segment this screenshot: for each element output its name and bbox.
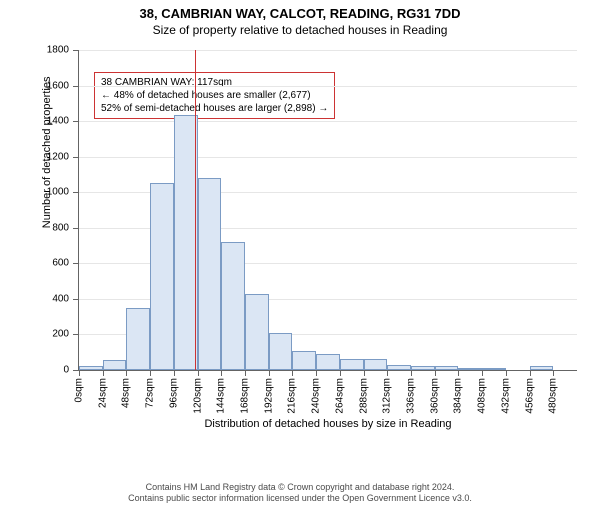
x-tick	[435, 370, 436, 376]
histogram-bar	[482, 368, 506, 370]
histogram-bar	[221, 242, 245, 370]
x-tick	[174, 370, 175, 376]
y-tick	[73, 299, 79, 300]
x-tick-label: 432sqm	[500, 378, 511, 414]
annotation-line1: 38 CAMBRIAN WAY: 117sqm	[101, 76, 328, 89]
y-tick	[73, 50, 79, 51]
x-tick	[364, 370, 365, 376]
x-tick	[482, 370, 483, 376]
histogram-bar	[411, 366, 435, 370]
page-title: 38, CAMBRIAN WAY, CALCOT, READING, RG31 …	[0, 6, 600, 21]
x-tick-label: 336sqm	[406, 378, 417, 414]
x-tick	[506, 370, 507, 376]
y-tick-label: 800	[52, 222, 69, 233]
x-tick	[411, 370, 412, 376]
footer-line1: Contains HM Land Registry data © Crown c…	[0, 482, 600, 493]
histogram-bar	[198, 178, 222, 370]
x-tick	[316, 370, 317, 376]
x-tick-label: 240sqm	[311, 378, 322, 414]
y-tick	[73, 86, 79, 87]
y-tick	[73, 157, 79, 158]
histogram-bar	[530, 366, 554, 370]
gridline	[79, 157, 577, 158]
y-tick-label: 0	[63, 365, 69, 376]
x-tick-label: 24sqm	[97, 378, 108, 408]
x-tick-label: 384sqm	[453, 378, 464, 414]
gridline	[79, 121, 577, 122]
x-tick-label: 480sqm	[548, 378, 559, 414]
histogram-bar	[126, 308, 150, 370]
x-tick	[292, 370, 293, 376]
plot-area: Number of detached properties Distributi…	[78, 50, 577, 371]
y-tick-label: 200	[52, 329, 69, 340]
histogram-bar	[316, 354, 340, 370]
y-tick-label: 1000	[47, 187, 69, 198]
histogram-bar	[150, 183, 174, 370]
x-tick	[458, 370, 459, 376]
x-tick	[269, 370, 270, 376]
histogram-bar	[292, 351, 316, 370]
histogram-bar	[340, 359, 364, 370]
histogram-bar	[364, 359, 388, 370]
x-tick-label: 96sqm	[168, 378, 179, 408]
y-tick	[73, 334, 79, 335]
y-tick-label: 1400	[47, 116, 69, 127]
x-tick	[340, 370, 341, 376]
x-tick-label: 48sqm	[121, 378, 132, 408]
x-tick-label: 168sqm	[240, 378, 251, 414]
annotation-line3: 52% of semi-detached houses are larger (…	[101, 102, 328, 115]
x-tick	[79, 370, 80, 376]
footer: Contains HM Land Registry data © Crown c…	[0, 482, 600, 505]
x-tick-label: 0sqm	[74, 378, 85, 402]
chart-container: Number of detached properties Distributi…	[48, 50, 588, 420]
histogram-bar	[79, 366, 103, 370]
x-tick-label: 408sqm	[477, 378, 488, 414]
y-tick-label: 1600	[47, 80, 69, 91]
x-tick-label: 120sqm	[192, 378, 203, 414]
histogram-bar	[458, 368, 482, 370]
histogram-bar	[435, 366, 459, 370]
x-tick-label: 72sqm	[145, 378, 156, 408]
x-tick-label: 264sqm	[334, 378, 345, 414]
y-tick	[73, 228, 79, 229]
histogram-bar	[387, 365, 411, 370]
gridline	[79, 86, 577, 87]
reference-line	[195, 50, 196, 370]
x-tick	[103, 370, 104, 376]
gridline	[79, 50, 577, 51]
x-tick	[245, 370, 246, 376]
histogram-bar	[245, 294, 269, 370]
annotation-line2: ← 48% of detached houses are smaller (2,…	[101, 89, 328, 102]
histogram-bar	[269, 333, 293, 370]
x-tick	[387, 370, 388, 376]
x-tick	[553, 370, 554, 376]
y-tick	[73, 263, 79, 264]
x-tick-label: 192sqm	[263, 378, 274, 414]
x-axis-label: Distribution of detached houses by size …	[79, 418, 577, 430]
x-tick-label: 360sqm	[429, 378, 440, 414]
annotation-box: 38 CAMBRIAN WAY: 117sqm ← 48% of detache…	[94, 72, 335, 119]
y-tick-label: 600	[52, 258, 69, 269]
y-tick-label: 400	[52, 293, 69, 304]
histogram-bar	[103, 360, 127, 370]
y-tick-label: 1200	[47, 151, 69, 162]
x-tick-label: 288sqm	[358, 378, 369, 414]
y-tick	[73, 192, 79, 193]
y-tick-label: 1800	[47, 45, 69, 56]
x-tick	[150, 370, 151, 376]
x-tick	[221, 370, 222, 376]
footer-line2: Contains public sector information licen…	[0, 493, 600, 504]
x-tick-label: 216sqm	[287, 378, 298, 414]
y-tick	[73, 121, 79, 122]
x-tick	[126, 370, 127, 376]
x-tick-label: 456sqm	[524, 378, 535, 414]
page-subtitle: Size of property relative to detached ho…	[0, 23, 600, 37]
x-tick	[530, 370, 531, 376]
x-tick-label: 144sqm	[216, 378, 227, 414]
x-tick	[198, 370, 199, 376]
x-tick-label: 312sqm	[382, 378, 393, 414]
